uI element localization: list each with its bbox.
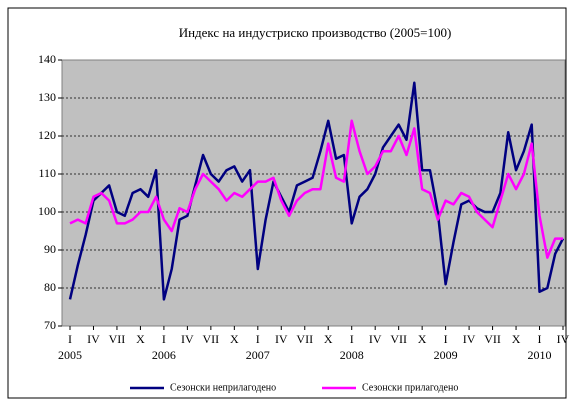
x-tick-label: I (444, 332, 448, 346)
year-label: 2005 (58, 348, 82, 362)
y-tick-label: 140 (38, 52, 56, 66)
x-tick-label: VII (203, 332, 220, 346)
x-tick-label: IV (369, 332, 382, 346)
y-tick-label: 100 (38, 204, 56, 218)
year-label: 2008 (340, 348, 364, 362)
year-label: 2007 (246, 348, 270, 362)
chart-title: Индекс на индустриско производство (2005… (179, 25, 452, 40)
y-tick-label: 120 (38, 128, 56, 142)
x-tick-label: IV (557, 332, 570, 346)
x-tick-label: VII (390, 332, 407, 346)
x-tick-label: IV (181, 332, 194, 346)
x-tick-label: VII (109, 332, 126, 346)
x-tick-label: IV (275, 332, 288, 346)
year-label: 2010 (528, 348, 552, 362)
x-tick-label: X (324, 332, 333, 346)
year-label: 2009 (434, 348, 458, 362)
x-tick-label: I (350, 332, 354, 346)
plot-area (61, 59, 566, 327)
x-tick-label: X (136, 332, 145, 346)
x-tick-label: X (230, 332, 239, 346)
x-tick-label: IV (463, 332, 476, 346)
x-tick-label: I (256, 332, 260, 346)
y-tick-label: 110 (38, 166, 56, 180)
y-tick-label: 80 (44, 280, 56, 294)
y-tick-label: 90 (44, 242, 56, 256)
x-tick-label: I (538, 332, 542, 346)
x-tick-label: I (68, 332, 72, 346)
x-tick-label: IV (87, 332, 100, 346)
year-label: 2006 (152, 348, 176, 362)
y-tick-label: 130 (38, 90, 56, 104)
legend-label: Сезонски прилагодено (362, 382, 458, 393)
x-tick-label: I (162, 332, 166, 346)
x-tick-label: VII (484, 332, 501, 346)
x-tick-label: X (418, 332, 427, 346)
x-tick-label: X (512, 332, 521, 346)
series-line (69, 119, 563, 259)
legend-label: Сезонски неприлагодено (170, 382, 276, 393)
y-tick-label: 70 (44, 318, 56, 332)
x-tick-label: VII (296, 332, 313, 346)
series-line (68, 81, 565, 301)
